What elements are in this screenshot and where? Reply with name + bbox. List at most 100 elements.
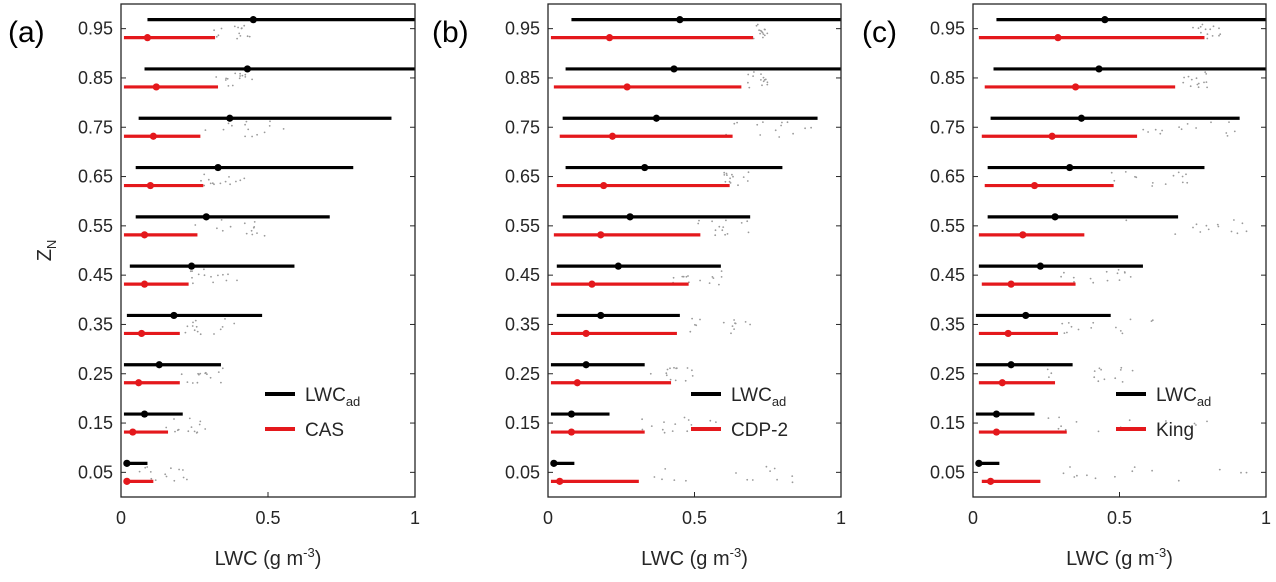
mean-point [582, 329, 590, 338]
scatter-point [683, 416, 686, 419]
scatter-point [199, 372, 202, 375]
scatter-point [187, 430, 190, 433]
scatter-point [1178, 126, 1180, 128]
mean-point [986, 477, 995, 485]
scatter-point [198, 423, 201, 426]
scatter-point [759, 32, 761, 35]
scatter-point [760, 79, 762, 81]
mean-point [573, 379, 581, 387]
scatter-point [1177, 171, 1180, 174]
scatter-point [1063, 271, 1065, 274]
scatter-point [747, 73, 750, 76]
scatter-point [1105, 270, 1108, 273]
x-tick-label: 0.5 [1107, 508, 1132, 528]
series-instrument [550, 34, 754, 485]
mean-point [992, 428, 1001, 436]
scatter-point [263, 234, 266, 237]
y-tick-label: 0.15 [505, 413, 540, 433]
scatter-point [1097, 430, 1100, 433]
scatter-point [734, 322, 737, 325]
scatter-point [251, 78, 254, 81]
scatter-point [686, 430, 689, 433]
scatter-point [1114, 377, 1117, 380]
scatter-point [708, 282, 711, 284]
mean-point [129, 428, 137, 436]
scatter-point [1057, 427, 1060, 430]
scatter-point [1121, 332, 1124, 335]
scatter-point [209, 182, 212, 185]
scatter-point [182, 469, 184, 471]
mean-point [550, 459, 558, 467]
mean-point [567, 428, 576, 436]
scatter-point [752, 75, 754, 77]
scatter-point [251, 135, 254, 138]
scatter-point [1129, 318, 1132, 321]
scatter-point [1046, 368, 1049, 371]
scatter-point [1180, 128, 1183, 131]
scatter-point [731, 173, 733, 176]
scatter-point [724, 180, 727, 183]
scatter-point [672, 276, 675, 279]
mean-point [143, 34, 152, 42]
scatter-point [1195, 223, 1198, 226]
legend-label: King [1156, 420, 1194, 441]
scatter-point [236, 279, 238, 282]
scatter-point [1181, 181, 1184, 184]
scatter-point [196, 431, 199, 434]
scatter-point [1151, 185, 1154, 187]
scatter-point [282, 127, 285, 130]
mean-point [597, 231, 605, 239]
scatter-point [762, 76, 765, 79]
scatter-point [718, 225, 721, 228]
scatter-point [687, 419, 690, 421]
mean-point [123, 459, 131, 467]
scatter-point [753, 71, 755, 73]
scatter-point [1062, 472, 1065, 475]
scatter-point [210, 275, 212, 278]
scatter-point [253, 226, 256, 228]
y-tick-label: 0.65 [930, 167, 965, 187]
scatter-point [1115, 326, 1117, 329]
legend: LWCad CDP-2 [691, 385, 788, 441]
scatter-point [1161, 129, 1163, 132]
mean-point [605, 34, 614, 42]
scatter-point [211, 182, 214, 185]
scatter-point [203, 173, 206, 176]
scatter-point [1207, 228, 1210, 231]
scatter-point [1075, 421, 1078, 423]
mean-point [226, 114, 234, 122]
scatter-point [665, 372, 668, 375]
scatter-point [766, 32, 769, 35]
y-tick-label: 0.45 [505, 265, 540, 285]
scatter-point [780, 124, 782, 127]
mean-point [243, 65, 252, 73]
scatter-point [747, 81, 749, 84]
scatter-point [711, 276, 714, 278]
scatter-point [1150, 320, 1153, 322]
scatter-point [241, 74, 244, 77]
scatter-point [1124, 171, 1127, 173]
mean-point [135, 379, 143, 387]
scatter-point [685, 275, 688, 278]
y-tick-label: 0.85 [78, 68, 113, 88]
scatter-point [222, 128, 225, 131]
scatter-point [207, 178, 210, 181]
scatter-point [709, 419, 712, 422]
scatter-point [243, 177, 246, 180]
x-tick-label: 0.5 [255, 508, 280, 528]
scatter-point [1066, 331, 1068, 334]
scatter-point [1092, 321, 1095, 324]
scatter-point [1197, 27, 1200, 30]
scatter-point [718, 283, 720, 286]
scatter-point [1219, 33, 1222, 36]
scatter-point [200, 179, 202, 182]
scatter-point [758, 29, 760, 32]
scatter-point [726, 233, 729, 235]
scatter-point [665, 374, 668, 377]
scatter-point [1195, 77, 1198, 80]
scatter-point [792, 132, 794, 135]
x-tick-label: 1 [836, 508, 846, 528]
scatter-point [204, 371, 207, 374]
